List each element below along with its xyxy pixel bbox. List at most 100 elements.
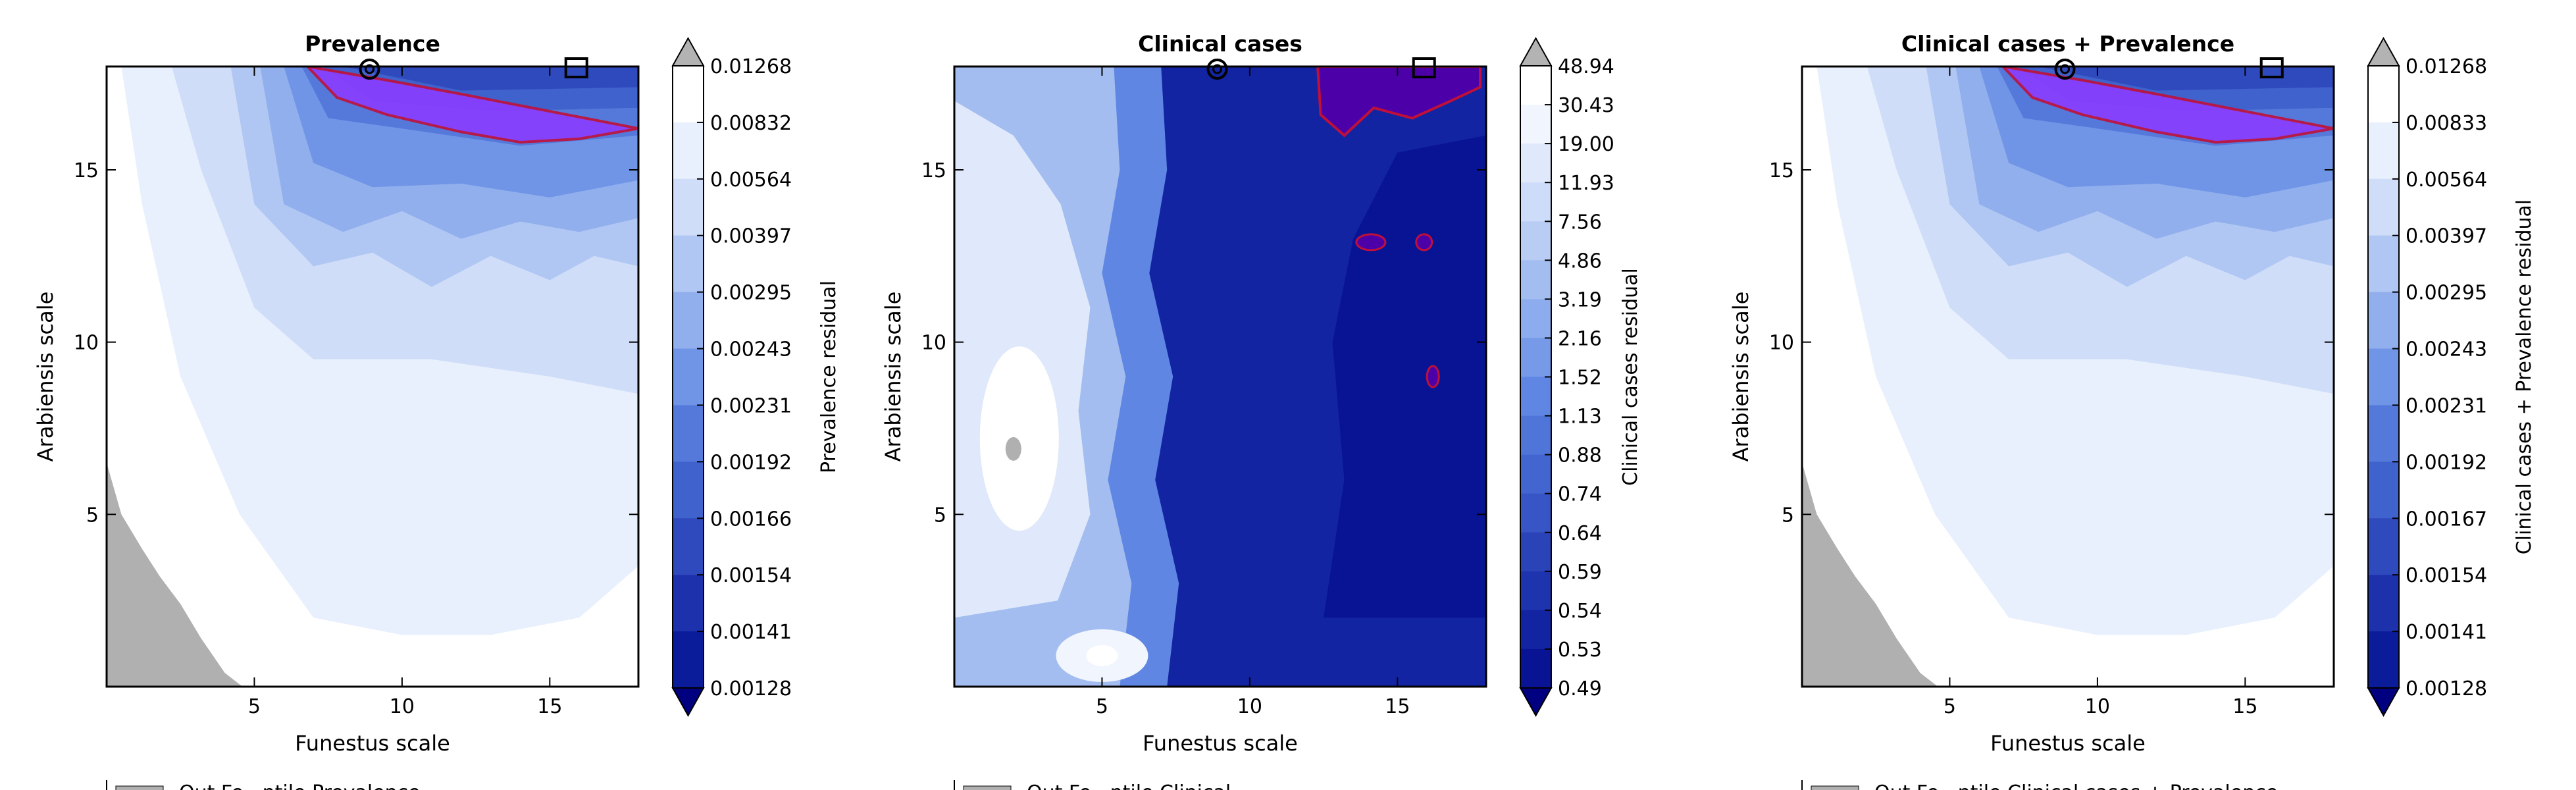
colorbar-label: Clinical cases + Prevalence residual (2513, 199, 2536, 555)
y-tick-label: 5 (86, 504, 99, 527)
x-axis-label: Funestus scale (1143, 731, 1298, 756)
legend-label: Out Fe...ntile Clinical (1027, 781, 1231, 790)
y-tick-label: 5 (1782, 504, 1794, 527)
colorbar-band (2368, 518, 2399, 575)
colorbar-tick-label: 7.56 (1558, 211, 1602, 234)
colorbar-band (673, 235, 704, 293)
y-tick-label: 5 (934, 504, 946, 527)
colorbar-band (673, 178, 704, 236)
colorbar-band (1520, 144, 1551, 183)
colorbar-tick-label: 0.00167 (2406, 508, 2487, 531)
colorbar-band (2368, 178, 2399, 236)
x-axis-label: Funestus scale (295, 731, 450, 756)
top-percentile-region (305, 66, 638, 144)
colorbar-label: Clinical cases residual (1619, 268, 1642, 486)
legend-swatch (1811, 785, 1859, 790)
colorbar-band (673, 631, 704, 689)
colorbar-band (2368, 235, 2399, 293)
y-axis-label: Arabiensis scale (881, 292, 906, 462)
colorbar-tick-label: 0.01268 (2406, 55, 2487, 78)
colorbar: 48.94 30.43 19.00 11.93 7.56 4.86 3.19 2.16 1.52… (1519, 36, 1642, 718)
optimum-circle-marker-inner (1212, 64, 1223, 74)
colorbar-tick-label: 3.19 (1558, 288, 1602, 311)
colorbar-extend-min (1519, 687, 1553, 718)
colorbar-tick-label: 0.54 (1558, 600, 1602, 623)
colorbar-tick-label: 0.00243 (710, 338, 792, 361)
colorbar-tick-label: 0.00141 (2406, 621, 2487, 644)
axes-frame (105, 65, 640, 688)
colorbar-extend-max (2367, 36, 2400, 66)
optimum-circle-marker-inner (365, 64, 375, 74)
contour-plot-area (107, 66, 638, 687)
y-axis-label: Arabiensis scale (1728, 292, 1753, 462)
optimum-square-marker (2259, 57, 2284, 78)
chart-title: Clinical cases (1138, 31, 1302, 57)
x-tick-label: 15 (537, 695, 562, 718)
colorbar-band (2368, 292, 2399, 350)
colorbar-tick-label: 2.16 (1558, 327, 1602, 350)
colorbar-tick-label: 11.93 (1558, 172, 1614, 195)
contour-band (1086, 645, 1118, 666)
colorbar-band (2368, 122, 2399, 180)
colorbar-band (1520, 415, 1551, 456)
colorbar-band (1520, 377, 1551, 417)
x-tick-label: 15 (2232, 695, 2257, 718)
colorbar-tick-label: 0.01268 (710, 55, 792, 78)
x-tick-label: 15 (1385, 695, 1410, 718)
chart-panel-1: 5 10 15 5 10 15 Prevalence Funestus scale Arabie… (33, 31, 840, 790)
colorbar-band (1520, 260, 1551, 300)
colorbar-tick-label: 48.94 (1558, 55, 1614, 78)
colorbar-band (1520, 454, 1551, 494)
colorbar-band (673, 292, 704, 350)
colorbar-band (1520, 105, 1551, 144)
contour-plot-area (1802, 66, 2334, 687)
legend-label: Out Fe...ntile Prevalence (179, 781, 421, 790)
x-tick-label: 5 (1096, 695, 1108, 718)
colorbar-band (673, 461, 704, 519)
colorbar-band (2368, 631, 2399, 689)
colorbar-tick-label: 30.43 (1558, 94, 1614, 117)
colorbar-band (1520, 299, 1551, 338)
colorbar-tick-label: 0.00833 (2406, 112, 2487, 135)
colorbar-tick-label: 0.00141 (710, 621, 792, 644)
colorbar-band (673, 518, 704, 575)
colorbar-tick-label: 1.13 (1558, 406, 1602, 429)
colorbar-band (1520, 648, 1551, 689)
colorbar-tick-label: 0.00243 (2406, 338, 2487, 361)
colorbar-extend-max (1519, 36, 1553, 66)
colorbar-band (1520, 571, 1551, 611)
colorbar-tick-label: 4.86 (1558, 250, 1602, 273)
colorbar-tick-label: 0.00295 (2406, 282, 2487, 305)
contour-band (1324, 135, 1486, 618)
top-percentile-region (1355, 233, 1387, 251)
x-tick-label: 10 (1237, 695, 1262, 718)
y-tick-label: 10 (74, 332, 99, 355)
top-percentile-region (1316, 66, 1481, 138)
legend-swatch (963, 785, 1012, 790)
legend: Out Fe...ntile Prevalence (106, 780, 421, 790)
colorbar-band (2368, 66, 2399, 123)
chart-panel-3: 5 10 15 5 10 15 Clinical cases + Prevalence Fun… (1728, 31, 2536, 790)
above-max-region (1802, 462, 1938, 687)
legend: Out Fe...ntile Clinical cases + Prevalen… (1801, 780, 2278, 790)
colorbar-frame (2367, 65, 2400, 689)
y-tick-label: 10 (1769, 332, 1794, 355)
colorbar-tick-label: 0.74 (1558, 483, 1602, 506)
optimum-square-marker (564, 57, 588, 78)
legend-label: Out Fe...ntile Clinical cases + Prevalen… (1874, 781, 2278, 790)
legend: Out Fe...ntile Clinical (954, 780, 1231, 790)
x-tick-label: 5 (248, 695, 261, 718)
colorbar-band (1520, 66, 1551, 105)
colorbar-tick-label: 0.53 (1558, 639, 1602, 662)
colorbar-tick-label: 0.00154 (2406, 564, 2487, 587)
colorbar-band (673, 66, 704, 123)
y-tick-label: 10 (921, 332, 946, 355)
colorbar-band (673, 348, 704, 406)
x-tick-label: 10 (2085, 695, 2110, 718)
colorbar-extend-min (671, 687, 705, 718)
chart-panel-2: 5 10 15 5 10 15 Clinical cases Funestus scale Ar… (881, 31, 1642, 790)
colorbar: 0.01268 0.00832 0.00564 0.00397 0.00295 0.002… (671, 36, 840, 718)
colorbar-tick-label: 0.64 (1558, 522, 1602, 545)
axes-frame (1801, 65, 2335, 688)
colorbar-band (673, 575, 704, 632)
